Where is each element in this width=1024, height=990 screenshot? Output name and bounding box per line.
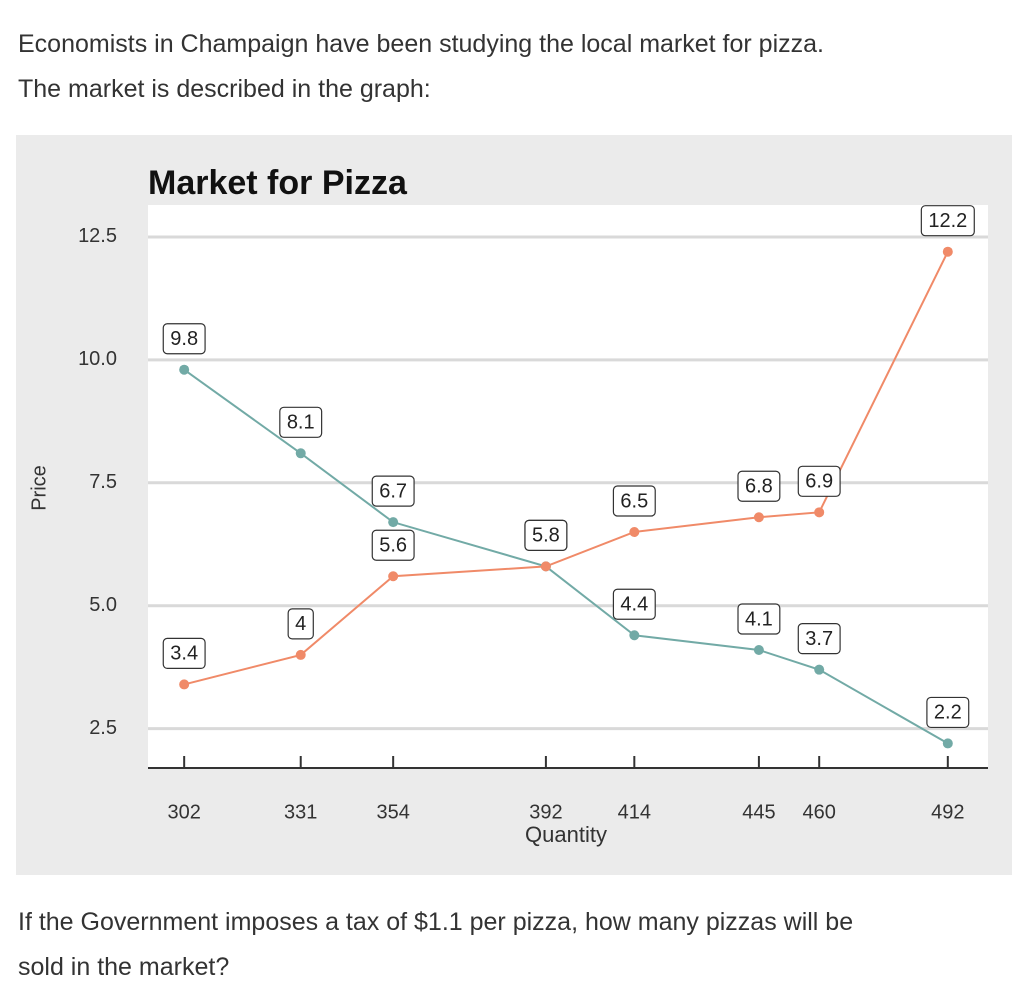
x-tick-label: 445 [742,801,775,823]
data-label: 4 [295,613,306,635]
data-label: 6.9 [805,471,833,493]
x-tick-label: 354 [376,801,409,823]
data-label: 5.6 [379,535,407,557]
data-label: 3.7 [805,628,833,650]
x-tick-label: 414 [618,801,651,823]
intro-line: Economists in Champaign have been studyi… [18,30,824,58]
point [295,649,306,660]
label-box [920,205,975,237]
x-tick-label: 392 [529,801,562,823]
label-box [279,406,323,438]
point [814,664,825,675]
y-tick-label: 5.0 [89,594,117,616]
plot-area [148,205,988,768]
point [179,364,190,375]
y-tick-label: 7.5 [89,471,117,493]
chart-title: Market for Pizza [148,164,408,202]
point [814,507,825,518]
y-tick-label: 2.5 [89,717,117,739]
point [942,738,953,749]
data-label: 3.4 [170,643,198,665]
point [629,526,640,537]
y-tick-label: 10.0 [78,348,117,370]
question: If the Government imposes a tax of $1.1 … [18,900,853,990]
label-box [162,323,206,355]
point [388,517,399,528]
x-tick-label: 460 [803,801,836,823]
point [540,561,551,572]
x-tick-label: 302 [167,801,200,823]
data-label: 4.4 [620,594,648,616]
label-box [371,475,415,507]
label-box [612,485,656,517]
label-box [797,465,841,497]
data-label: 4.1 [745,608,773,630]
data-label: 6.8 [745,476,773,498]
label-box [737,603,781,635]
x-tick-label: 331 [284,801,317,823]
data-label: 5.8 [532,525,560,547]
data-label: 2.2 [934,702,962,724]
series-line [183,251,949,686]
label-box [287,608,314,640]
data-label: 12.2 [928,210,967,232]
x-axis-label: Quantity [525,822,607,847]
point [179,679,190,690]
x-tick-label: 492 [931,801,964,823]
y-tick-label: 12.5 [78,225,117,247]
data-label: 8.1 [287,412,315,434]
point [295,448,306,459]
intro: Economists in Champaign have been studyi… [18,22,824,112]
point [942,246,953,257]
label-box [737,470,781,502]
point [753,644,764,655]
data-label: 6.5 [620,490,648,512]
series-line [183,368,949,745]
label-box [797,623,841,655]
label-box [371,529,415,561]
data-label: 9.8 [170,328,198,350]
label-box [162,637,206,670]
point [388,571,399,582]
point [629,630,640,641]
question-line: If the Government imposes a tax of $1.1 … [18,908,854,936]
data-label: 6.7 [379,480,407,502]
y-axis-label: Price [28,465,50,511]
question-line: sold in the market? [18,953,230,981]
label-box [926,696,970,729]
intro-line: The market is described in the graph: [18,75,431,103]
point [753,512,764,523]
label-box [524,519,568,552]
label-box [612,588,656,620]
